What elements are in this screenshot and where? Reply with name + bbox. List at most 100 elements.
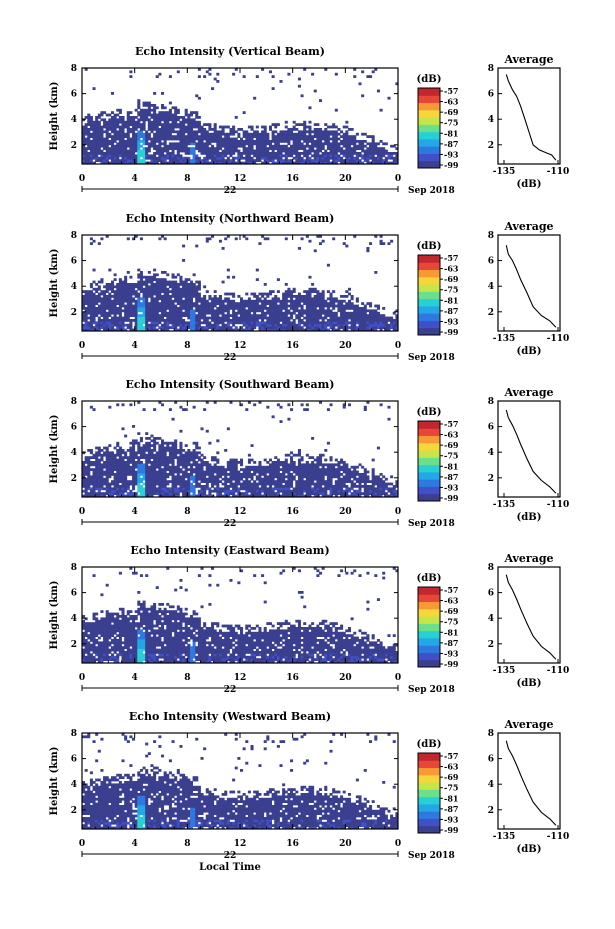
heatmap-cell <box>197 161 201 165</box>
heatmap-cell <box>313 154 317 158</box>
heatmap-cell <box>158 482 162 486</box>
heatmap-cell <box>284 130 288 134</box>
heatmap-cell <box>332 159 336 162</box>
heatmap-cell <box>324 302 328 305</box>
heatmap-cell <box>205 465 209 469</box>
heatmap-cell <box>161 285 165 289</box>
heatmap-cell <box>108 147 112 150</box>
heatmap-cell <box>326 302 330 305</box>
heatmap-cell <box>326 311 330 315</box>
heatmap-cell <box>105 142 109 146</box>
heatmap-cell <box>387 161 391 165</box>
heatmap-cell <box>316 314 320 317</box>
heatmap-cell <box>145 287 149 291</box>
heatmap-cell <box>100 302 104 305</box>
heatmap-cell <box>229 463 233 467</box>
heatmap-cell <box>92 492 96 495</box>
heatmap-cell <box>303 297 307 301</box>
heatmap-cell <box>155 451 159 455</box>
heatmap-cell <box>150 321 154 325</box>
heatmap-cell <box>118 316 122 320</box>
heatmap-cell <box>153 159 157 162</box>
heatmap-cell <box>192 287 196 291</box>
heatmap-cell <box>326 297 330 301</box>
heatmap-cell <box>321 307 325 310</box>
heatmap-cell <box>363 323 367 327</box>
heatmap-cell <box>200 311 204 315</box>
heatmap-cell <box>311 130 315 134</box>
heatmap-cell <box>155 149 159 153</box>
heatmap-cell <box>121 285 125 289</box>
heatmap-cell <box>147 135 151 138</box>
heatmap-cell <box>221 152 225 155</box>
heatmap-cell <box>237 487 241 491</box>
heatmap-cell <box>139 149 143 153</box>
heatmap-cell <box>192 328 196 332</box>
heatmap-cell <box>89 475 93 479</box>
heatmap-cell <box>287 137 291 141</box>
heatmap-cell <box>92 489 96 493</box>
heatmap-cell <box>129 152 133 155</box>
heatmap-cell <box>282 159 286 162</box>
heatmap-cell <box>192 456 196 459</box>
heatmap-cell <box>100 458 104 462</box>
heatmap-cell <box>147 494 151 498</box>
heatmap-cell <box>342 152 346 155</box>
heatmap-cell <box>134 321 138 325</box>
heatmap-cell <box>118 465 122 469</box>
heatmap-cell <box>171 295 175 298</box>
heatmap-cell <box>308 125 312 129</box>
heatmap-cell <box>182 485 186 488</box>
heatmap-cell <box>284 316 288 320</box>
heatmap-cell <box>158 307 162 310</box>
heatmap-cell <box>245 473 249 476</box>
heatmap-cell <box>174 494 178 498</box>
heatmap-cell <box>176 295 180 298</box>
heatmap-cell <box>110 470 114 474</box>
heatmap-cell <box>340 152 344 155</box>
heatmap-cell <box>274 307 278 310</box>
heatmap-cell <box>87 123 91 126</box>
heatmap-cell <box>324 128 328 131</box>
heatmap-cell <box>126 140 130 143</box>
heatmap-cell <box>129 314 133 317</box>
heatmap-cell <box>253 149 257 153</box>
heatmap-cell <box>187 290 191 293</box>
heatmap-cell <box>211 149 215 153</box>
heatmap-cell <box>166 287 170 291</box>
heatmap-cell <box>216 311 220 315</box>
heatmap-cell <box>234 137 238 141</box>
heatmap-cell <box>179 149 183 153</box>
heatmap-cell <box>158 314 162 317</box>
heatmap-cell <box>324 299 328 303</box>
heatmap-cell <box>342 161 346 165</box>
heatmap-cell <box>258 135 262 138</box>
heatmap-cell <box>361 326 365 329</box>
heatmap-cell <box>211 475 215 479</box>
heatmap-cell <box>95 314 99 317</box>
heatmap-cell <box>392 326 396 329</box>
heatmap-cell <box>271 144 275 148</box>
heatmap-cell <box>126 314 130 317</box>
heatmap-cell <box>313 314 317 317</box>
heatmap-cell <box>240 316 244 320</box>
heatmap-cell <box>110 309 114 313</box>
heatmap-cell <box>345 152 349 155</box>
heatmap-cell <box>153 152 157 155</box>
heatmap-cell <box>187 480 191 483</box>
heatmap-cell <box>203 326 207 329</box>
heatmap-cell <box>153 118 157 122</box>
heatmap-cell <box>274 156 278 160</box>
colorbar-band <box>418 327 440 336</box>
heatmap-cell <box>118 295 122 298</box>
heatmap-cell <box>250 326 254 329</box>
heatmap-cell <box>305 323 309 327</box>
heatmap-cell <box>203 75 207 78</box>
heatmap-cell <box>171 280 175 284</box>
heatmap-cell <box>108 132 112 136</box>
heatmap-cell <box>305 311 309 315</box>
heatmap-cell <box>139 130 143 134</box>
heatmap-cell <box>89 487 93 491</box>
heatmap-cell <box>276 328 280 332</box>
profile-y-tick-label: 8 <box>488 231 494 241</box>
